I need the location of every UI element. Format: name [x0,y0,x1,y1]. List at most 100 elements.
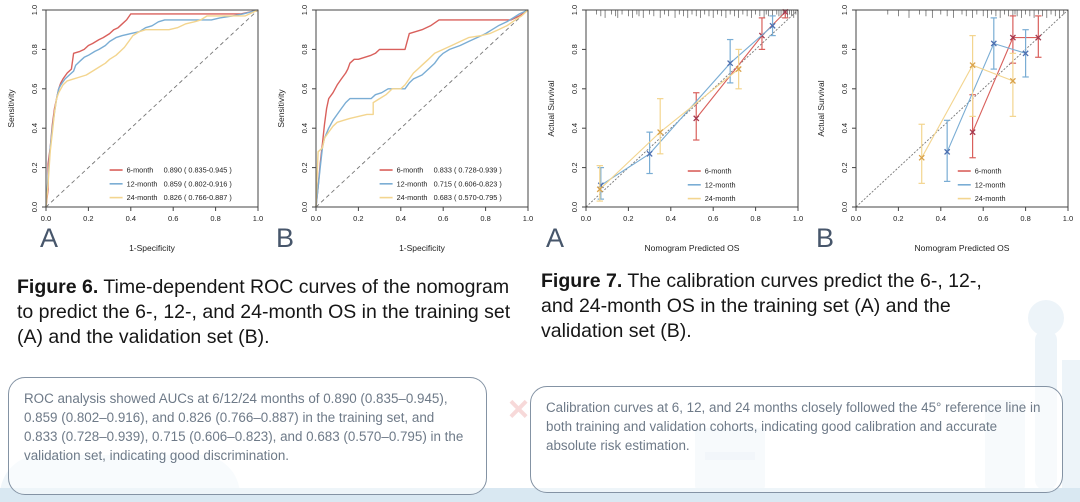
figure6-text: Time-dependent ROC curves of the nomogra… [17,276,511,348]
roc-chart-training: 0.00.0 0.2 0.2 0.4 0.4 0.6 0.6 0.8 0.8 1.0 1.0 1-Sp… [6,5,263,253]
svg-text:1.0: 1.0 [30,5,39,15]
svg-text:Sensitivity: Sensitivity [6,89,16,128]
svg-text:12-month: 12-month [127,179,158,188]
svg-text:6-month: 6-month [127,166,154,175]
svg-text:0.2: 0.2 [353,214,363,223]
svg-text:0.683 ( 0.570-0.795 ): 0.683 ( 0.570-0.795 ) [434,193,502,202]
figures-row: 0.0 0.0 0.2 0.2 0.4 0.4 0.6 0.6 0.8 0.8 1.0 1.0 1-Sp… [0,0,1080,258]
svg-text:0.6: 0.6 [30,84,39,94]
watermark-building-far-right [1062,360,1080,490]
svg-text:1.0: 1.0 [570,5,579,15]
svg-text:0.6: 0.6 [300,84,309,94]
svg-text:1.0: 1.0 [523,214,533,223]
svg-text:1.0: 1.0 [300,5,309,15]
svg-text:12-month: 12-month [397,179,428,188]
svg-text:0.8: 0.8 [750,214,760,223]
roc-validation-panel: 0.0 0.0 0.2 0.2 0.4 0.4 0.6 0.6 0.8 0.8 1.0 1.0 1-Sp… [270,0,540,258]
watermark-x-icon: × [508,388,530,429]
svg-text:Actual Survival: Actual Survival [546,80,556,136]
svg-text:0.6: 0.6 [570,84,579,94]
svg-text:24-month: 24-month [127,193,158,202]
svg-text:0.4: 0.4 [570,123,579,133]
svg-text:0.6: 0.6 [708,214,718,223]
svg-text:0.4: 0.4 [300,123,309,133]
figure6-caption: Figure 6. Time-dependent ROC curves of t… [17,275,525,349]
svg-text:Nomogram Predicted OS: Nomogram Predicted OS [915,243,1010,253]
svg-text:1.0: 1.0 [840,5,849,15]
svg-text:0.8: 0.8 [480,214,490,223]
svg-text:0.859 ( 0.802-0.916 ): 0.859 ( 0.802-0.916 ) [164,179,232,188]
panel-letter-roc-a: A [40,223,59,253]
svg-text:0.4: 0.4 [840,123,849,133]
figure7-caption: Figure 7. The calibration curves predict… [541,269,993,343]
svg-text:12-month: 12-month [975,180,1006,189]
svg-text:0.8: 0.8 [840,44,849,54]
svg-text:0.2: 0.2 [840,162,849,172]
svg-text:12-month: 12-month [705,180,736,189]
svg-text:0.0: 0.0 [840,202,849,212]
watermark-tower-sphere [1028,300,1064,336]
svg-text:0.2: 0.2 [893,214,903,223]
calibration-chart-validation: 0.00.0 0.2 0.2 0.4 0.4 0.6 0.6 0.8 0.8 1.0 1.0 Nomo… [816,5,1073,253]
panel-letter-calibration-a: A [546,223,565,253]
svg-text:1.0: 1.0 [253,214,263,223]
svg-text:0.4: 0.4 [936,214,946,223]
svg-text:0.4: 0.4 [126,214,136,223]
svg-text:6-month: 6-month [397,166,424,175]
svg-text:0.6: 0.6 [438,214,448,223]
svg-text:0.8: 0.8 [300,44,309,54]
svg-text:0.0: 0.0 [30,202,39,212]
svg-text:0.6: 0.6 [840,84,849,94]
panel-letter-calibration-b: B [816,223,835,253]
svg-text:1-Specificity: 1-Specificity [399,243,446,253]
svg-text:0.4: 0.4 [666,214,676,223]
svg-text:0.2: 0.2 [623,214,633,223]
svg-text:0.8: 0.8 [570,44,579,54]
svg-text:24-month: 24-month [975,194,1006,203]
roc-summary-text: ROC analysis showed AUCs at 6/12/24 mont… [24,391,464,464]
svg-text:0.8: 0.8 [210,214,220,223]
svg-text:0.6: 0.6 [168,214,178,223]
svg-text:24-month: 24-month [397,193,428,202]
svg-text:0.2: 0.2 [570,162,579,172]
svg-text:0.2: 0.2 [300,162,309,172]
calibration-summary-text: Calibration curves at 6, 12, and 24 mont… [546,400,1041,454]
calibration-summary-box: Calibration curves at 6, 12, and 24 mont… [530,386,1063,493]
svg-text:0.4: 0.4 [396,214,406,223]
svg-text:Sensitivity: Sensitivity [276,89,286,128]
svg-text:0.8: 0.8 [1020,214,1030,223]
svg-text:0.833 ( 0.728-0.939 ): 0.833 ( 0.728-0.939 ) [434,166,502,175]
svg-text:0.890 ( 0.835-0.945 ): 0.890 ( 0.835-0.945 ) [164,166,232,175]
svg-text:0.6: 0.6 [978,214,988,223]
svg-text:0.2: 0.2 [83,214,93,223]
calibration-validation-panel: 0.0 0.0 0.2 0.2 0.4 0.4 0.6 0.6 0.8 0.8 1.0 1.0 Nomo… [810,0,1080,258]
svg-text:1.0: 1.0 [1063,214,1073,223]
calibration-training-panel: 0.0 0.0 0.2 0.2 0.4 0.4 0.6 0.6 0.8 0.8 1.0 1.0 Nomo… [540,0,810,258]
calibration-chart-training: 0.00.0 0.2 0.2 0.4 0.4 0.6 0.6 0.8 0.8 1.0 1.0 Nomo… [546,5,803,253]
figure6-label: Figure 6. [17,276,99,298]
svg-text:0.0: 0.0 [41,214,51,223]
svg-text:Nomogram Predicted OS: Nomogram Predicted OS [645,243,740,253]
svg-text:0.0: 0.0 [570,202,579,212]
figure7-label: Figure 7. [541,270,623,292]
roc-training-panel: 0.0 0.0 0.2 0.2 0.4 0.4 0.6 0.6 0.8 0.8 1.0 1.0 1-Sp… [0,0,270,258]
svg-text:1-Specificity: 1-Specificity [129,243,176,253]
svg-text:0.0: 0.0 [311,214,321,223]
roc-chart-validation: 0.00.0 0.2 0.2 0.4 0.4 0.6 0.6 0.8 0.8 1.0 1.0 1-Sp… [276,5,533,253]
svg-text:1.0: 1.0 [793,214,803,223]
svg-text:0.2: 0.2 [30,162,39,172]
panel-letter-roc-b: B [276,223,295,253]
svg-text:Actual Survival: Actual Survival [816,80,826,136]
svg-text:0.0: 0.0 [300,202,309,212]
roc-summary-box: ROC analysis showed AUCs at 6/12/24 mont… [8,377,487,495]
svg-text:24-month: 24-month [705,194,736,203]
figure7-text: The calibration curves predict the 6-, 1… [541,270,982,342]
svg-text:0.0: 0.0 [581,214,591,223]
svg-text:0.715 ( 0.606-0.823 ): 0.715 ( 0.606-0.823 ) [434,179,502,188]
svg-text:6-month: 6-month [975,167,1002,176]
svg-text:0.826 ( 0.766-0.887 ): 0.826 ( 0.766-0.887 ) [164,193,232,202]
svg-text:0.4: 0.4 [30,123,39,133]
svg-text:0.0: 0.0 [851,214,861,223]
svg-text:0.8: 0.8 [30,44,39,54]
svg-text:6-month: 6-month [705,167,732,176]
